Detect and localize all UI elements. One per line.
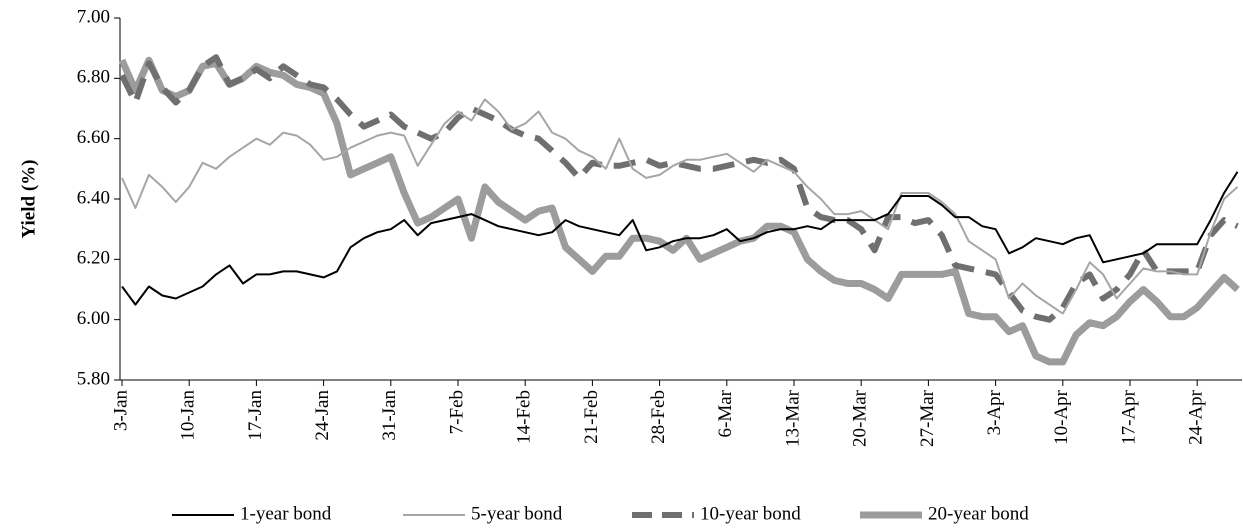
legend-label: 10-year bond — [700, 503, 801, 524]
x-tick-label: 7-Feb — [446, 390, 467, 434]
series-line — [121, 98, 1239, 315]
y-axis-label: Yield (%) — [18, 160, 39, 239]
legend-label: 1-year bond — [240, 503, 332, 524]
x-tick-label: 3-Jan — [110, 390, 131, 432]
x-tick-label: 31-Jan — [379, 390, 400, 441]
x-tick-label: 28-Feb — [648, 390, 669, 444]
x-tick-label: 20-Mar — [850, 389, 871, 447]
y-tick-label: 6.60 — [77, 127, 110, 148]
y-tick-label: 6.00 — [77, 308, 110, 329]
series-line — [118, 56, 1240, 366]
x-tick-label: 24-Apr — [1186, 389, 1207, 445]
x-tick-label: 24-Jan — [312, 390, 333, 441]
x-tick-label: 6-Mar — [715, 389, 736, 437]
x-tick-label: 10-Apr — [1051, 389, 1072, 445]
x-tick-label: 17-Apr — [1118, 389, 1139, 445]
series-line — [121, 171, 1239, 306]
legend-label: 20-year bond — [928, 503, 1029, 524]
y-tick-label: 5.80 — [77, 368, 110, 389]
x-tick-label: 17-Jan — [245, 390, 266, 441]
y-tick-label: 7.00 — [77, 6, 110, 27]
y-tick-label: 6.40 — [77, 187, 110, 208]
legend-label: 5-year bond — [471, 503, 563, 524]
x-tick-label: 13-Mar — [782, 389, 803, 447]
x-tick-label: 14-Feb — [514, 390, 535, 444]
x-tick-label: 27-Mar — [917, 389, 938, 447]
y-tick-label: 6.20 — [77, 248, 110, 269]
y-tick-label: 6.80 — [77, 67, 110, 88]
series-line — [119, 54, 1239, 323]
x-tick-label: 21-Feb — [581, 390, 602, 444]
x-tick-label: 10-Jan — [178, 390, 199, 441]
x-tick-label: 3-Apr — [984, 389, 1005, 435]
